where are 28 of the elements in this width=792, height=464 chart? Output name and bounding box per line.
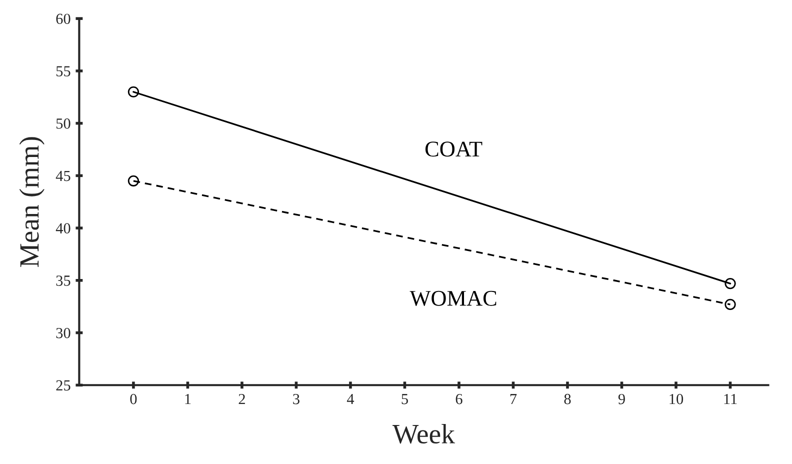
series-label: WOMAC xyxy=(410,290,496,306)
x-tick-label: 4 xyxy=(346,394,354,404)
y-tick-label: 30 xyxy=(56,328,70,338)
x-tick-label: 6 xyxy=(456,394,462,404)
y-tick-label: 45 xyxy=(56,170,70,182)
x-tick-label: 2 xyxy=(238,394,245,404)
x-tick-label: 11 xyxy=(724,394,737,404)
x-tick-label: 0 xyxy=(130,394,137,404)
x-tick-label: 7 xyxy=(510,394,517,404)
point xyxy=(128,86,140,98)
point xyxy=(724,278,736,290)
y-tick-label: 60 xyxy=(56,14,70,24)
series-label: COAT xyxy=(425,142,482,157)
x-tick-label: 8 xyxy=(564,394,571,404)
point xyxy=(128,175,140,186)
y-tick-label: 25 xyxy=(56,380,70,391)
point xyxy=(724,298,736,310)
y-axis-title: Mean (mm) xyxy=(19,137,44,267)
x-axis-title: Week xyxy=(392,424,455,444)
x-tick-label: 9 xyxy=(618,394,625,404)
y-tick-label: 55 xyxy=(56,66,70,76)
x-tick-label: 5 xyxy=(402,394,408,404)
y-tick-label: 40 xyxy=(56,223,70,234)
x-tick-label: 3 xyxy=(293,394,300,404)
y-tick-label: 50 xyxy=(56,118,70,129)
x-tick-label: 1 xyxy=(185,394,191,404)
y-tick-label: 35 xyxy=(56,276,70,286)
x-tick-label: 10 xyxy=(670,394,684,404)
